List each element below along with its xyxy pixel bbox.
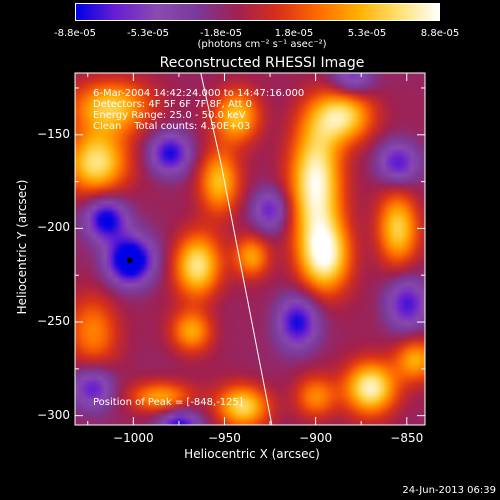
colorbar-tick-label: 5.3e-05	[347, 28, 387, 39]
chart-title: Reconstructed RHESSI Image	[159, 55, 365, 71]
annotation-energy: Energy Range: 25.0 - 50.0 keV	[93, 110, 246, 121]
colorbar-unit: (photons cm⁻² s⁻¹ asec⁻²)	[197, 39, 327, 50]
colorbar-tick-label: 1.8e-05	[274, 28, 314, 39]
plot-frame	[74, 72, 426, 426]
colorbar	[75, 3, 440, 21]
annotation-counts: Clean Total counts: 4.50E+03	[93, 121, 251, 132]
x-tick-label: −900	[299, 431, 333, 445]
colorbar-tick-label: -5.3e-05	[127, 28, 169, 39]
y-tick-label: −250	[37, 314, 70, 329]
colorbar-tick-label: -1.8e-05	[200, 28, 242, 39]
x-axis-label: Heliocentric X (arcsec)	[184, 447, 320, 461]
minimum-marker	[126, 257, 133, 264]
y-tick-label: −300	[37, 407, 70, 422]
annotation-detectors: Detectors: 4F 5F 6F 7F 8F, Att 0	[93, 99, 253, 110]
x-tick-label: −1000	[113, 431, 154, 445]
heatmap-image	[75, 73, 425, 425]
annotation-time: 6-Mar-2004 14:42:24.000 to 14:47:16.000	[93, 88, 305, 99]
colorbar-tick-label: -8.8e-05	[54, 28, 96, 39]
x-tick-label: −850	[390, 431, 424, 445]
colorbar-tick-label: 8.8e-05	[420, 28, 460, 39]
y-tick-label: −150	[37, 126, 70, 141]
y-axis-label: Heliocentric Y (arcsec)	[15, 179, 29, 315]
tick-marks	[75, 73, 425, 425]
timestamp: 24-Jun-2013 06:39	[402, 485, 496, 496]
peak-position-label: Position of Peak = [-848,-125]	[93, 397, 243, 408]
y-tick-label: −200	[37, 220, 70, 235]
x-tick-label: −950	[207, 431, 241, 445]
solar-limb-line	[200, 72, 273, 426]
